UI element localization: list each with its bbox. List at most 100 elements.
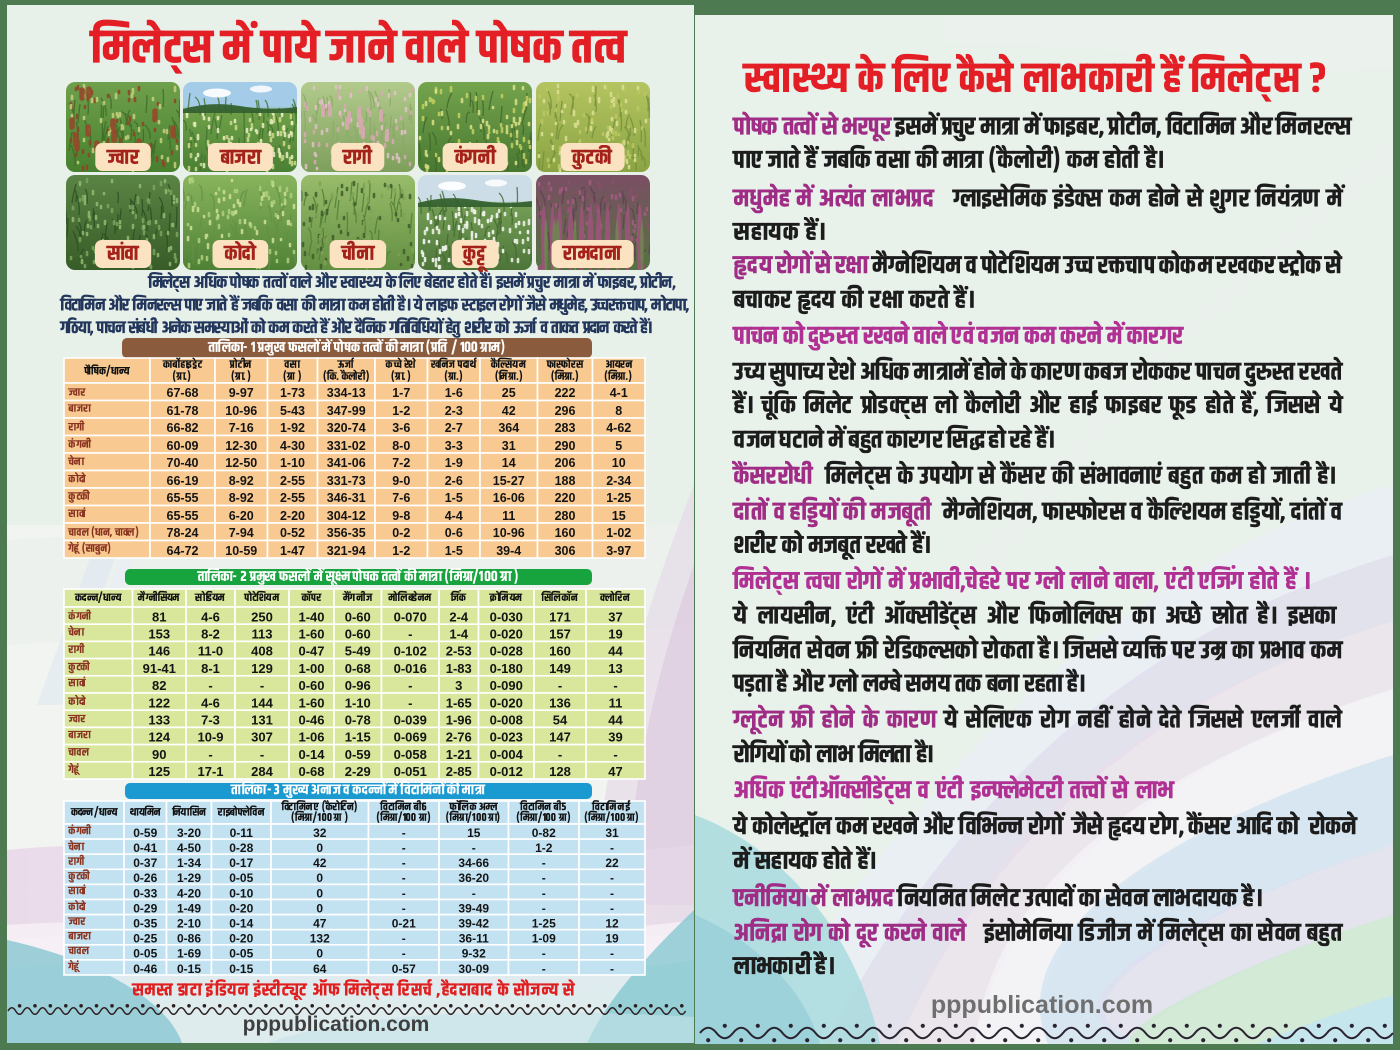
svg-text:1-15: 1-15 [345, 730, 371, 745]
svg-text:129: 129 [251, 661, 273, 676]
svg-text:-: - [558, 678, 562, 693]
svg-text:1-34: 1-34 [177, 856, 201, 870]
svg-text:-: - [542, 947, 546, 961]
svg-text:0-46: 0-46 [133, 962, 157, 976]
svg-text:5-49: 5-49 [345, 644, 371, 659]
svg-text:0-57: 0-57 [392, 962, 416, 976]
svg-text:2-34: 2-34 [606, 474, 631, 488]
svg-text:67-68: 67-68 [167, 386, 199, 400]
svg-text:334-13: 334-13 [327, 386, 366, 400]
svg-text:1-6: 1-6 [445, 386, 463, 400]
svg-text:14: 14 [502, 456, 516, 470]
svg-text:31: 31 [502, 439, 516, 453]
svg-text:0-070: 0-070 [394, 609, 427, 624]
svg-text:0-46: 0-46 [298, 713, 324, 728]
svg-text:30-09: 30-09 [458, 962, 489, 976]
svg-text:306: 306 [555, 544, 576, 558]
svg-text:0-37: 0-37 [133, 856, 157, 870]
svg-text:0-35: 0-35 [133, 917, 157, 931]
svg-text:0-60: 0-60 [298, 678, 324, 693]
svg-text:9-97: 9-97 [229, 386, 254, 400]
svg-text:2-7: 2-7 [445, 421, 463, 435]
svg-text:-: - [402, 826, 406, 840]
svg-text:1-06: 1-06 [298, 730, 324, 745]
svg-text:-: - [402, 841, 406, 855]
svg-text:206: 206 [555, 456, 576, 470]
svg-text:188: 188 [555, 474, 576, 488]
svg-text:34-66: 34-66 [458, 856, 489, 870]
svg-text:321-94: 321-94 [327, 544, 366, 558]
svg-text:-: - [408, 627, 412, 642]
svg-text:15: 15 [467, 826, 481, 840]
svg-text:-: - [402, 901, 406, 915]
svg-text:131: 131 [251, 713, 273, 728]
svg-text:1-83: 1-83 [446, 661, 472, 676]
svg-text:-: - [542, 871, 546, 885]
svg-text:128: 128 [549, 764, 571, 779]
svg-text:65-55: 65-55 [167, 509, 199, 523]
svg-text:341-06: 341-06 [327, 456, 366, 470]
svg-text:5-43: 5-43 [280, 404, 305, 418]
svg-text:5: 5 [615, 439, 622, 453]
svg-text:7-3: 7-3 [201, 713, 220, 728]
svg-text:4-30: 4-30 [280, 439, 305, 453]
svg-text:0-47: 0-47 [298, 644, 324, 659]
svg-text:-: - [260, 678, 264, 693]
svg-text:408: 408 [251, 644, 273, 659]
svg-text:7-2: 7-2 [392, 456, 410, 470]
svg-text:146: 146 [148, 644, 170, 659]
svg-text:-: - [260, 747, 264, 762]
svg-text:132: 132 [310, 932, 330, 946]
svg-text:0-10: 0-10 [229, 886, 253, 900]
svg-text:-: - [472, 886, 476, 900]
svg-text:0: 0 [316, 947, 323, 961]
svg-text:8-2: 8-2 [201, 627, 220, 642]
svg-text:6-20: 6-20 [229, 509, 254, 523]
svg-text:47: 47 [608, 764, 622, 779]
svg-text:149: 149 [549, 661, 571, 676]
svg-text:8-92: 8-92 [229, 474, 254, 488]
svg-text:37: 37 [608, 609, 622, 624]
svg-text:1-2: 1-2 [392, 544, 410, 558]
svg-text:320-74: 320-74 [327, 421, 366, 435]
svg-text:10-96: 10-96 [225, 404, 257, 418]
svg-text:157: 157 [549, 627, 571, 642]
svg-text:12-30: 12-30 [225, 439, 257, 453]
svg-text:331-73: 331-73 [327, 474, 366, 488]
svg-text:1-25: 1-25 [606, 491, 631, 505]
svg-text:66-82: 66-82 [167, 421, 199, 435]
svg-text:9-32: 9-32 [462, 947, 486, 961]
svg-text:2-76: 2-76 [446, 730, 472, 745]
svg-text:0-14: 0-14 [229, 917, 253, 931]
svg-text:9-0: 9-0 [392, 474, 410, 488]
svg-text:7-16: 7-16 [229, 421, 254, 435]
svg-text:91-41: 91-41 [143, 661, 176, 676]
svg-text:0-59: 0-59 [133, 826, 157, 840]
svg-text:1-02: 1-02 [606, 526, 631, 540]
svg-text:39: 39 [608, 730, 622, 745]
svg-text:1-2: 1-2 [535, 841, 553, 855]
svg-text:0-52: 0-52 [280, 526, 305, 540]
svg-text:10-9: 10-9 [197, 730, 223, 745]
svg-text:1-4: 1-4 [449, 627, 469, 642]
svg-text:-: - [472, 841, 476, 855]
svg-text:0-26: 0-26 [133, 871, 157, 885]
svg-text:222: 222 [555, 386, 576, 400]
svg-text:-: - [208, 747, 212, 762]
svg-text:0-023: 0-023 [490, 730, 523, 745]
svg-text:1-73: 1-73 [280, 386, 305, 400]
svg-text:0-05: 0-05 [133, 947, 157, 961]
svg-text:133: 133 [148, 713, 170, 728]
svg-text:280: 280 [555, 509, 576, 523]
svg-text:31: 31 [605, 826, 619, 840]
svg-text:19: 19 [608, 627, 622, 642]
svg-text:7-6: 7-6 [392, 491, 410, 505]
svg-text:-: - [402, 871, 406, 885]
svg-text:0-20: 0-20 [229, 932, 253, 946]
svg-text:0-60: 0-60 [345, 627, 371, 642]
svg-text:124: 124 [148, 730, 170, 745]
svg-text:0-069: 0-069 [394, 730, 427, 745]
svg-text:81: 81 [152, 609, 166, 624]
svg-text:136: 136 [549, 695, 571, 710]
svg-text:347-99: 347-99 [327, 404, 366, 418]
